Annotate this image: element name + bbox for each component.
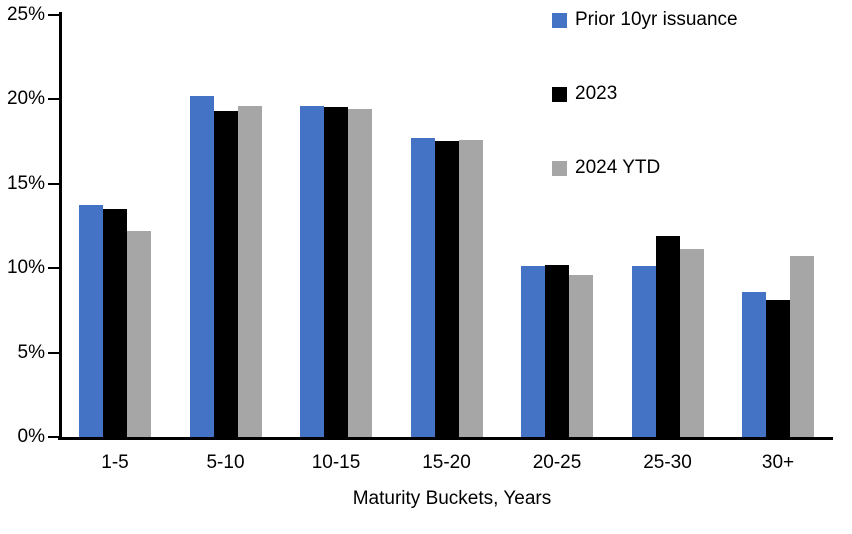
bar (545, 264, 569, 437)
legend-label: 2024 YTD (575, 157, 661, 178)
y-tick-label: 15% (6, 172, 45, 194)
x-axis-line (58, 437, 833, 440)
bar (790, 256, 814, 437)
legend-label: Prior 10yr issuance (575, 9, 738, 30)
y-axis-line (59, 12, 62, 440)
bar (766, 300, 790, 437)
category-label: 25-30 (643, 452, 692, 473)
bar (742, 291, 766, 437)
bar (679, 249, 704, 437)
legend-item: Prior 10yr issuance (552, 9, 738, 30)
legend-swatch-icon (552, 86, 567, 102)
y-tick-label: 0% (17, 426, 45, 447)
y-tick-mark (48, 98, 59, 100)
bar (189, 95, 214, 437)
legend-swatch-icon (552, 160, 567, 176)
category-label: 30+ (761, 452, 795, 473)
y-tick-mark (48, 351, 59, 354)
bar (434, 141, 459, 437)
bar (79, 205, 103, 437)
legend-item: 2024 YTD (552, 157, 738, 178)
y-tick-label: 20% (6, 88, 45, 109)
y-tick-mark (48, 267, 59, 269)
x-axis-title: Maturity Buckets, Years (352, 488, 552, 509)
bar (655, 235, 680, 437)
bar (127, 230, 151, 437)
y-tick-mark (48, 436, 59, 438)
y-tick-mark (48, 182, 59, 185)
y-tick-mark (48, 13, 59, 16)
bar (458, 139, 483, 437)
category-label: 20-25 (532, 452, 582, 473)
legend-item: 2023 (552, 83, 738, 104)
category-label: 5-10 (206, 452, 245, 473)
bar (521, 266, 545, 437)
category-label: 15-20 (422, 452, 471, 473)
bar (324, 107, 348, 437)
bar (213, 110, 238, 437)
y-tick-label: 10% (6, 257, 45, 278)
bar (569, 274, 593, 437)
legend-label: 2023 (575, 83, 618, 104)
y-tick-label: 5% (17, 341, 45, 363)
bar (237, 105, 262, 437)
category-label: 10-15 (311, 452, 361, 473)
category-label: 1-5 (101, 452, 129, 473)
bar (631, 266, 656, 437)
bar (348, 109, 372, 437)
bar (300, 105, 324, 437)
y-tick-label: 25% (6, 3, 45, 25)
bar (410, 137, 435, 437)
bar (103, 208, 127, 437)
legend: Prior 10yr issuance 2023 2024 YTD (552, 9, 738, 178)
legend-swatch-icon (552, 12, 567, 28)
